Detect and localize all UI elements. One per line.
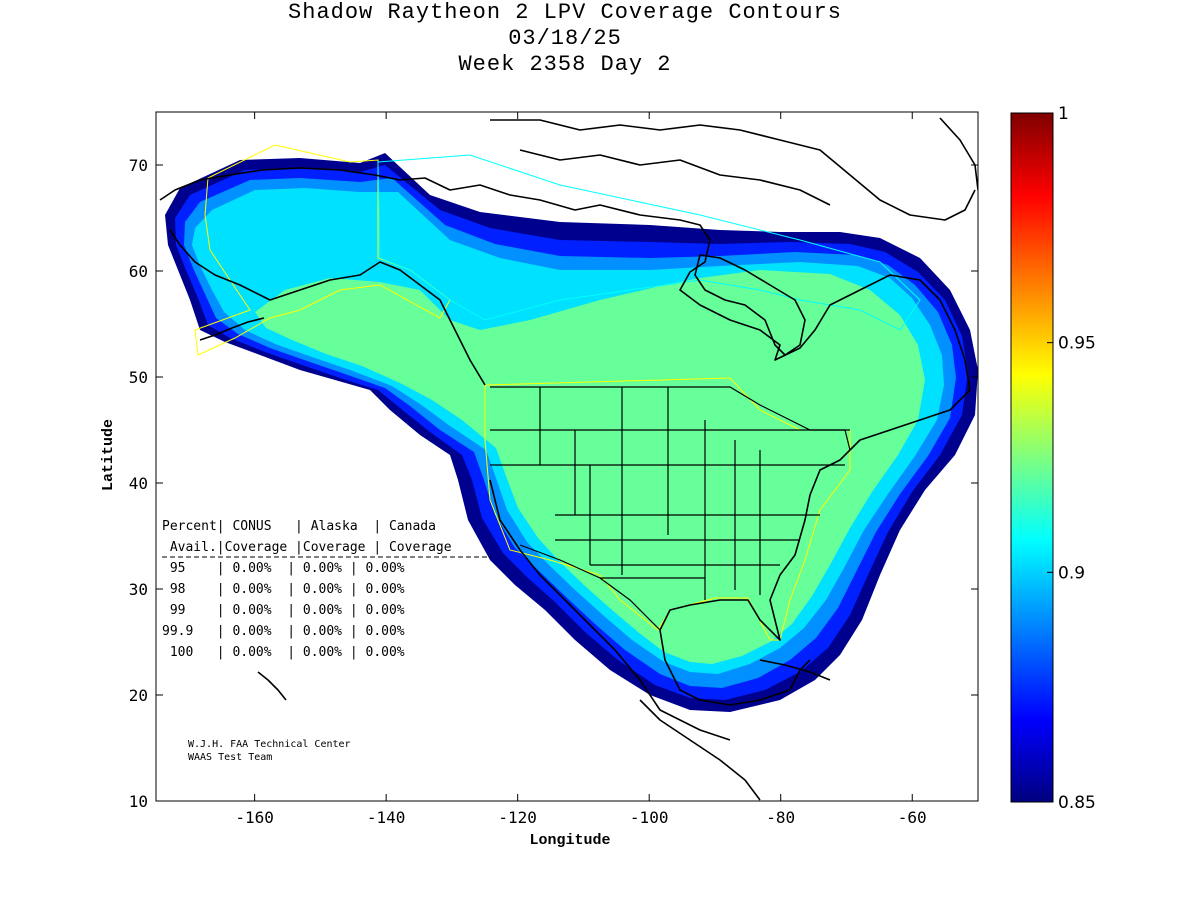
table-row: 99.9 | 0.00% | 0.00% | 0.00% xyxy=(162,624,405,639)
y-tick-label: 60 xyxy=(129,262,148,281)
x-tick-label: -100 xyxy=(630,808,669,827)
arctic-islands xyxy=(490,119,976,221)
chart-date: 03/18/25 xyxy=(508,26,622,51)
table-row: 98 | 0.00% | 0.00% | 0.00% xyxy=(162,582,405,597)
colorbar-tick-label: 0.95 xyxy=(1058,334,1096,354)
hudson-bay xyxy=(694,254,806,356)
x-tick-label: -60 xyxy=(898,808,927,827)
chart-title: Shadow Raytheon 2 LPV Coverage Contours xyxy=(288,0,842,25)
coastlines xyxy=(159,117,978,801)
x-axis-label: Longitude xyxy=(529,832,610,849)
y-tick-label: 40 xyxy=(129,474,148,493)
colorbar-tick-label: 1 xyxy=(1058,104,1069,124)
colorbar xyxy=(1010,112,1054,803)
state-borders xyxy=(490,386,851,631)
aleutian-islands xyxy=(199,317,265,341)
greenland-edge xyxy=(939,117,978,191)
north-america-coast xyxy=(159,167,971,706)
colorbar-tick-label: 0.85 xyxy=(1058,793,1096,813)
state-lines-horizontal xyxy=(490,429,850,579)
table-header-1: Percent| CONUS | Alaska | Canada xyxy=(162,519,436,534)
y-tick-label: 10 xyxy=(129,792,148,811)
y-axis-ticks: 10 20 30 40 50 60 70 xyxy=(129,156,978,811)
us-mexico-border xyxy=(519,544,661,631)
credit-line-2: WAAS Test Team xyxy=(188,752,272,763)
y-axis-label: Latitude xyxy=(100,419,117,491)
cuba xyxy=(759,659,831,681)
stats-table: Percent| CONUS | Alaska | Canada Avail.|… xyxy=(162,519,492,660)
credit-line-1: W.J.H. FAA Technical Center xyxy=(188,739,351,750)
y-tick-label: 20 xyxy=(129,686,148,705)
y-tick-label: 50 xyxy=(129,368,148,387)
x-axis-ticks: -160 -140 -120 -100 -80 -60 xyxy=(235,112,927,827)
chart-week: Week 2358 Day 2 xyxy=(458,52,672,77)
table-row: 100 | 0.00% | 0.00% | 0.00% xyxy=(162,645,405,660)
mexico-pacific-coast xyxy=(489,479,731,741)
chart-title-block: Shadow Raytheon 2 LPV Coverage Contours … xyxy=(0,0,1130,78)
y-tick-label: 30 xyxy=(129,580,148,599)
plot-frame xyxy=(155,111,979,802)
hawaii xyxy=(257,671,287,701)
table-header-2: Avail.|Coverage |Coverage | Coverage xyxy=(162,540,452,555)
colorbar-tick-label: 0.9 xyxy=(1058,563,1085,583)
colorbar-ticks: 1 0.95 0.9 0.85 xyxy=(1047,104,1096,813)
table-row: 99 | 0.00% | 0.00% | 0.00% xyxy=(162,603,405,618)
arctic-islands-2 xyxy=(519,149,831,206)
x-tick-label: -160 xyxy=(235,808,274,827)
x-tick-label: -120 xyxy=(498,808,537,827)
y-tick-label: 70 xyxy=(129,156,148,175)
table-row: 95 | 0.00% | 0.00% | 0.00% xyxy=(162,561,405,576)
x-tick-label: -140 xyxy=(367,808,406,827)
central-america-coast xyxy=(639,699,761,801)
alaska-coast xyxy=(169,229,486,386)
x-tick-label: -80 xyxy=(766,808,795,827)
